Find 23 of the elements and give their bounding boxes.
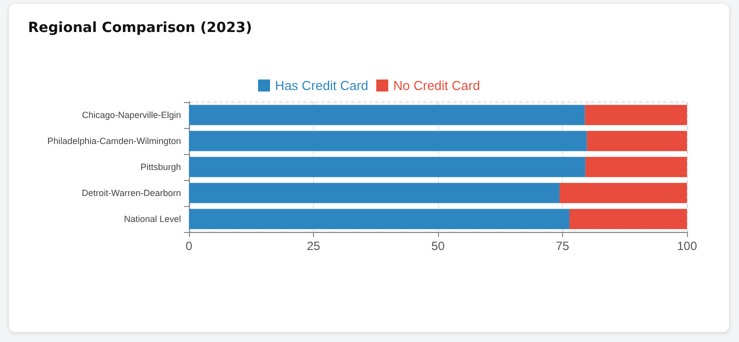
y-tick-label: Philadelphia-Camden-Wilmington <box>47 136 181 146</box>
bar <box>189 182 560 204</box>
legend-label: No Credit Card <box>393 78 480 93</box>
bar <box>584 104 687 126</box>
x-tick-label: 50 <box>431 239 445 253</box>
x-tick-label: 100 <box>676 239 698 253</box>
bar <box>189 130 587 152</box>
bar <box>585 156 687 178</box>
legend-label: Has Credit Card <box>275 78 368 93</box>
y-tick-label: Detroit-Warren-Dearborn <box>82 188 181 198</box>
bar <box>569 208 687 230</box>
bar <box>560 182 687 204</box>
chart-title: Regional Comparison (2023) <box>28 20 252 36</box>
x-tick-label: 0 <box>186 239 193 253</box>
bar <box>189 104 585 126</box>
bar <box>586 130 687 152</box>
x-tick-label: 25 <box>306 239 320 253</box>
y-tick-label: Chicago-Naperville-Elgin <box>82 110 181 120</box>
bar <box>189 208 570 230</box>
y-tick-label: National Level <box>124 214 181 224</box>
x-tick-label: 75 <box>556 239 570 253</box>
y-tick-label: Pittsburgh <box>140 162 181 172</box>
bar <box>189 156 586 178</box>
